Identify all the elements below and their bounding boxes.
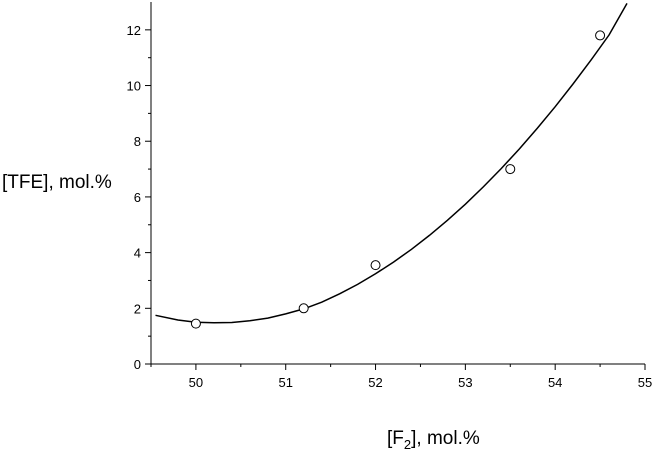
x-tick-label: 50 (189, 375, 203, 390)
y-tick-label: 8 (134, 134, 141, 149)
fit-curve (155, 3, 628, 324)
y-tick-label: 10 (127, 79, 141, 94)
x-tick-label: 55 (638, 375, 652, 390)
x-axis-title-main: [F (387, 428, 404, 449)
y-axis-title: [TFE], mol.% (2, 172, 112, 193)
data-point (370, 260, 381, 271)
ticks: 50 51 52 53 54 55 0 2 4 6 8 10 12 (127, 23, 653, 390)
y-tick-label: 0 (134, 357, 141, 372)
data-points-group (190, 30, 606, 329)
data-point (595, 30, 606, 41)
x-axis-title: [F2], mol.% (387, 428, 480, 452)
data-point (190, 318, 201, 329)
x-tick-label: 54 (548, 375, 562, 390)
fit-curve-group (155, 3, 628, 324)
x-tick-label: 51 (278, 375, 292, 390)
y-tick-label: 12 (127, 23, 141, 38)
data-point (298, 303, 309, 314)
y-tick-label: 2 (134, 301, 141, 316)
x-axis-title-suffix: ], mol.% (411, 428, 480, 449)
y-tick-label: 6 (134, 190, 141, 205)
x-tick-label: 52 (368, 375, 382, 390)
x-axis-title-subscript: 2 (404, 437, 411, 452)
axes (150, 2, 645, 365)
x-tick-label: 53 (458, 375, 472, 390)
data-point (505, 164, 516, 175)
y-tick-label: 4 (134, 246, 141, 261)
